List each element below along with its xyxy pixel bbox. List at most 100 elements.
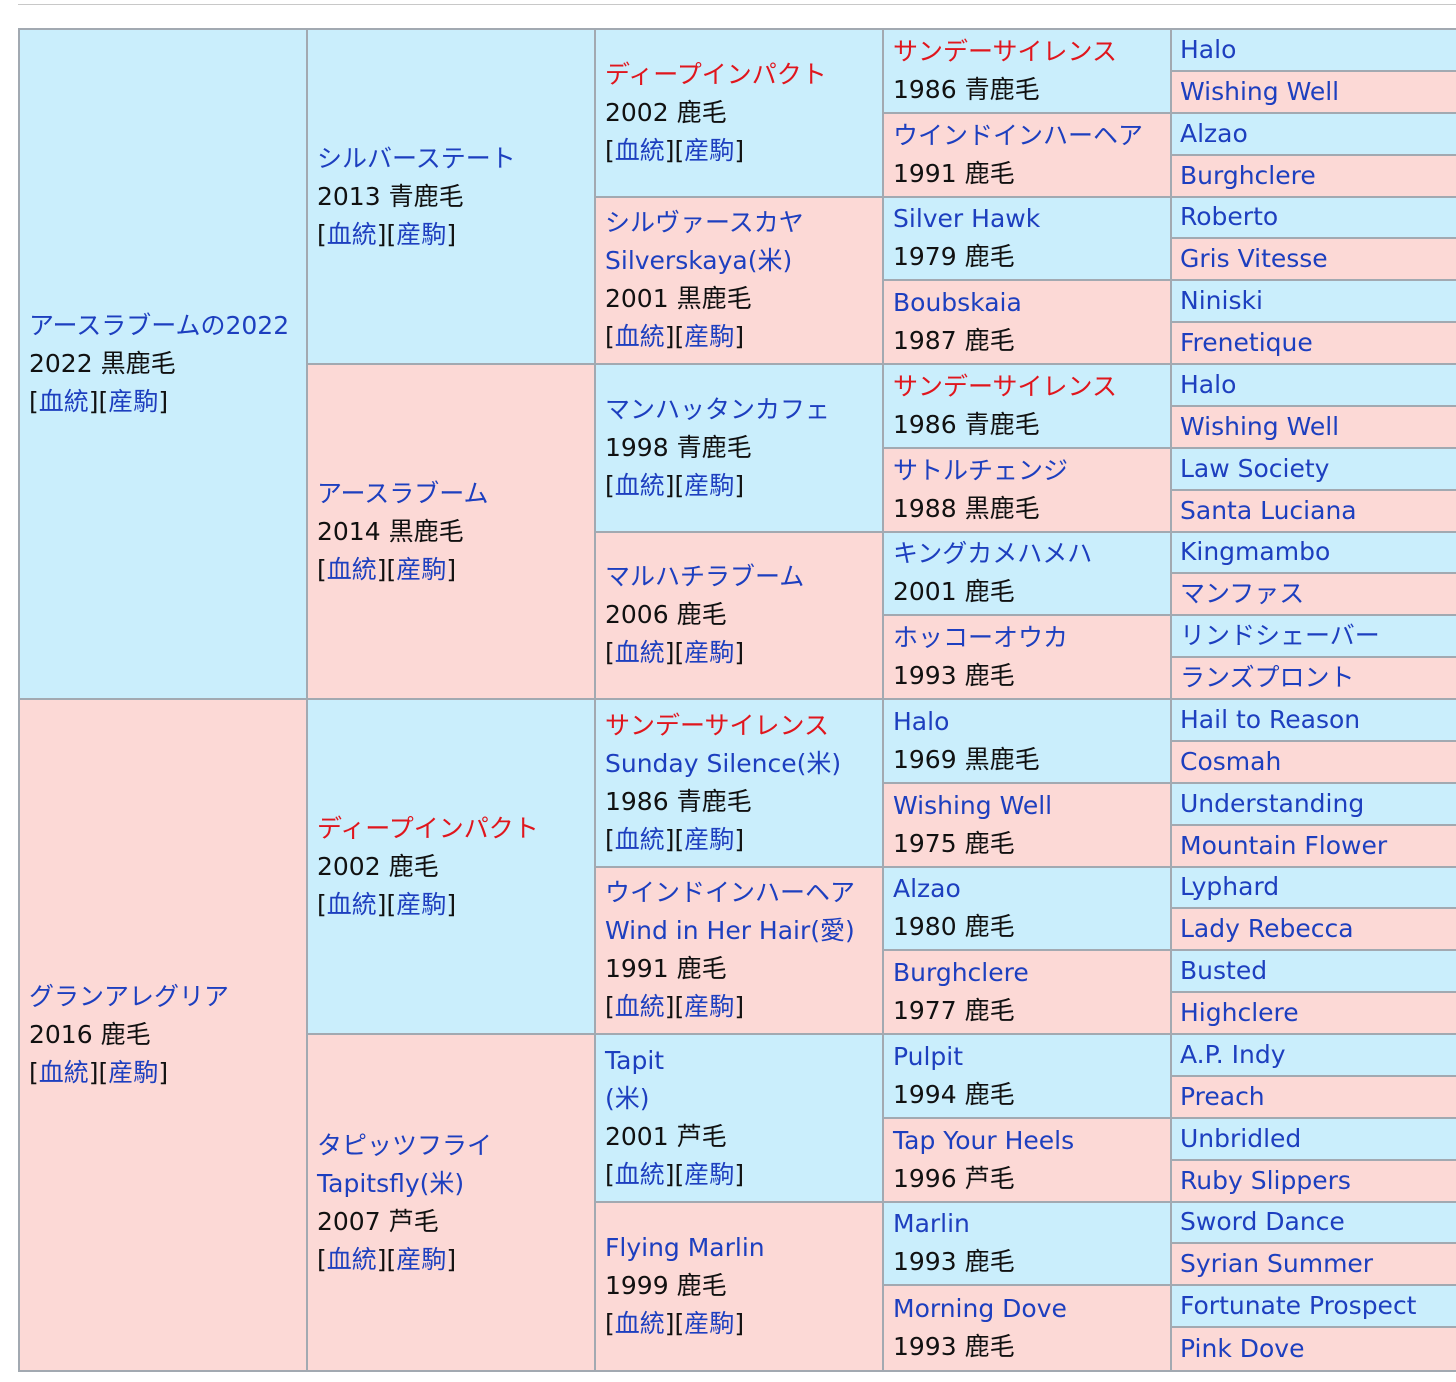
horse-name-link[interactable]: マンファス: [1180, 579, 1305, 609]
horse-name-link[interactable]: アースラブームの2022: [29, 311, 290, 340]
horse-year-color: 1998 青鹿毛: [605, 432, 752, 462]
horse-name-link[interactable]: Wishing Well: [1180, 76, 1340, 106]
horse-name-link[interactable]: Morning Dove: [893, 1294, 1067, 1324]
horse-name-link[interactable]: Tapit: [605, 1045, 665, 1075]
horse-name-link[interactable]: Wishing Well: [1180, 411, 1340, 441]
horse-origin-link[interactable]: Sunday Silence(米): [605, 748, 842, 778]
horse-name-link[interactable]: Alzao: [1180, 118, 1248, 148]
progeny-link[interactable]: 産駒: [396, 1244, 447, 1274]
horse-origin-link[interactable]: Tapitsfly(米): [317, 1168, 465, 1198]
horse-name-link[interactable]: Fortunate Prospect: [1180, 1291, 1417, 1321]
horse-name-link[interactable]: Busted: [1180, 956, 1268, 986]
horse-name-link[interactable]: Roberto: [1180, 202, 1279, 232]
horse-name-link[interactable]: タピッツフライ: [317, 1130, 493, 1160]
pedigree-cell-gen3: マンハッタンカフェ 1998 青鹿毛 [血統][産駒]: [596, 365, 884, 533]
bloodline-link[interactable]: 血統: [614, 1159, 665, 1189]
horse-name-link[interactable]: Alzao: [893, 874, 961, 904]
bloodline-link[interactable]: 血統: [614, 322, 665, 352]
horse-name-link[interactable]: Pink Dove: [1180, 1334, 1305, 1364]
horse-name-link[interactable]: リンドシェーバー: [1180, 621, 1380, 651]
horse-name-link[interactable]: Lyphard: [1180, 872, 1280, 902]
progeny-link[interactable]: 産駒: [396, 219, 447, 249]
horse-name-link[interactable]: ディープインパクト: [317, 813, 539, 843]
horse-name-link[interactable]: A.P. Indy: [1180, 1039, 1286, 1069]
horse-name-link[interactable]: Syrian Summer: [1180, 1249, 1374, 1279]
horse-name-link[interactable]: Halo: [893, 706, 950, 736]
bloodline-link[interactable]: 血統: [614, 992, 665, 1022]
horse-name-link[interactable]: アースラブーム: [317, 478, 489, 508]
horse-year-color: 1969 黒鹿毛: [893, 744, 1040, 774]
bloodline-link[interactable]: 血統: [38, 387, 89, 416]
horse-name-link[interactable]: Frenetique: [1180, 328, 1313, 358]
horse-name-link[interactable]: サトルチェンジ: [893, 455, 1069, 485]
progeny-link[interactable]: 産駒: [108, 387, 159, 416]
horse-origin-link[interactable]: Wind in Her Hair(愛): [605, 916, 855, 946]
horse-name-link[interactable]: サンデーサイレンス: [893, 36, 1118, 66]
bloodline-link[interactable]: 血統: [614, 824, 665, 854]
horse-name-link[interactable]: Hail to Reason: [1180, 704, 1361, 734]
bloodline-link[interactable]: 血統: [326, 219, 377, 249]
horse-name-link[interactable]: Tap Your Heels: [893, 1125, 1075, 1155]
progeny-link[interactable]: 産駒: [108, 1058, 159, 1087]
horse-name-link[interactable]: Marlin: [893, 1209, 970, 1239]
horse-name-link[interactable]: Burghclere: [893, 958, 1029, 988]
horse-name-link[interactable]: Wishing Well: [893, 790, 1053, 820]
horse-name-link[interactable]: Understanding: [1180, 788, 1365, 818]
bloodline-link[interactable]: 血統: [326, 889, 377, 919]
horse-year-color: 2007 芦毛: [317, 1206, 439, 1236]
horse-name-link[interactable]: Sword Dance: [1180, 1207, 1345, 1237]
horse-name-link[interactable]: グランアレグリア: [29, 982, 230, 1011]
bloodline-link[interactable]: 血統: [614, 638, 665, 668]
horse-name-link[interactable]: Halo: [1180, 34, 1237, 64]
progeny-link[interactable]: 産駒: [396, 889, 447, 919]
horse-name-link[interactable]: Gris Vitesse: [1180, 244, 1328, 274]
bloodline-link[interactable]: 血統: [614, 1309, 665, 1339]
bloodline-link[interactable]: 血統: [614, 135, 665, 165]
horse-name-link[interactable]: Santa Luciana: [1180, 495, 1357, 525]
horse-name-link[interactable]: Halo: [1180, 369, 1237, 399]
horse-name-link[interactable]: ウインドインハーヘア: [605, 878, 856, 908]
horse-name-link[interactable]: Burghclere: [1180, 160, 1316, 190]
horse-name-link[interactable]: Preach: [1180, 1081, 1265, 1111]
horse-name-link[interactable]: Pulpit: [893, 1041, 964, 1071]
horse-name-link[interactable]: シルヴァースカヤ: [605, 208, 804, 238]
bloodline-link[interactable]: 血統: [614, 470, 665, 500]
horse-name-link[interactable]: Unbridled: [1180, 1123, 1302, 1153]
horse-name-link[interactable]: Cosmah: [1180, 746, 1282, 776]
horse-origin-link[interactable]: Silverskaya(米): [605, 246, 793, 276]
horse-name-link[interactable]: Niniski: [1180, 286, 1263, 316]
progeny-link[interactable]: 産駒: [684, 638, 735, 668]
progeny-link[interactable]: 産駒: [684, 135, 735, 165]
progeny-link[interactable]: 産駒: [684, 322, 735, 352]
progeny-link[interactable]: 産駒: [396, 554, 447, 584]
progeny-link[interactable]: 産駒: [684, 992, 735, 1022]
horse-name-link[interactable]: ランズプロント: [1180, 663, 1355, 693]
horse-name-link[interactable]: シルバーステート: [317, 143, 516, 173]
progeny-link[interactable]: 産駒: [684, 470, 735, 500]
progeny-link[interactable]: 産駒: [684, 1309, 735, 1339]
horse-name-link[interactable]: Silver Hawk: [893, 204, 1041, 234]
horse-name-link[interactable]: サンデーサイレンス: [605, 710, 830, 740]
horse-name-link[interactable]: Highclere: [1180, 998, 1299, 1028]
horse-name-link[interactable]: Boubskaia: [893, 288, 1022, 318]
bloodline-link[interactable]: 血統: [38, 1058, 89, 1087]
progeny-link[interactable]: 産駒: [684, 824, 735, 854]
horse-name-link[interactable]: Law Society: [1180, 453, 1330, 483]
horse-name-link[interactable]: ウインドインハーヘア: [893, 120, 1144, 150]
horse-name-link[interactable]: キングカメハメハ: [893, 539, 1093, 569]
horse-name-link[interactable]: ホッコーオウカ: [893, 623, 1069, 653]
horse-name-link[interactable]: サンデーサイレンス: [893, 371, 1118, 401]
horse-links: [血統][産駒]: [605, 470, 745, 500]
horse-name-link[interactable]: Flying Marlin: [605, 1233, 765, 1263]
horse-name-link[interactable]: Ruby Slippers: [1180, 1165, 1351, 1195]
horse-origin-link[interactable]: (米): [605, 1083, 650, 1113]
horse-name-link[interactable]: Lady Rebecca: [1180, 914, 1354, 944]
progeny-link[interactable]: 産駒: [684, 1159, 735, 1189]
horse-name-link[interactable]: Mountain Flower: [1180, 830, 1388, 860]
horse-name-link[interactable]: ディープインパクト: [605, 59, 827, 89]
horse-name-link[interactable]: マンハッタンカフェ: [605, 394, 831, 424]
bloodline-link[interactable]: 血統: [326, 1244, 377, 1274]
bloodline-link[interactable]: 血統: [326, 554, 377, 584]
horse-name-link[interactable]: マルハチラブーム: [605, 562, 805, 592]
horse-name-link[interactable]: Kingmambo: [1180, 537, 1331, 567]
